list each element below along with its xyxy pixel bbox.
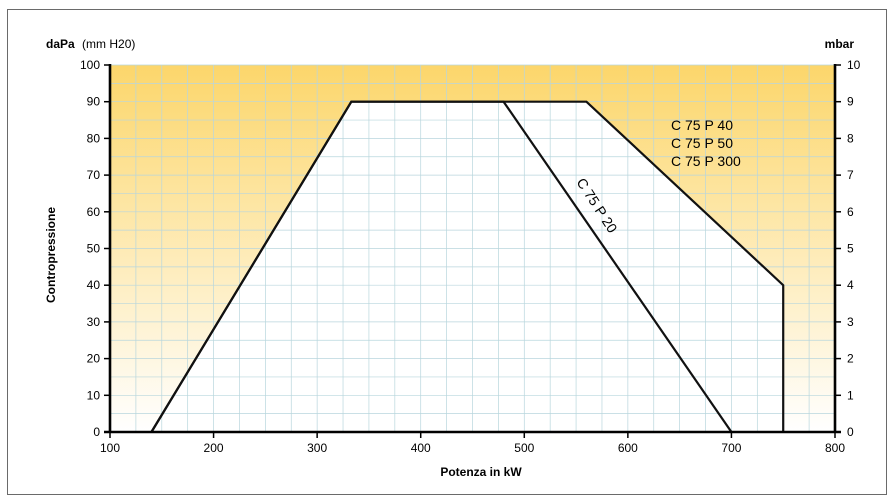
y-axis-title: Contropressione	[44, 207, 58, 303]
y-right-tick-label: 5	[847, 242, 854, 256]
y-right-tick-label: 9	[847, 95, 854, 109]
y-right-tick-label: 3	[847, 315, 854, 329]
series-label-c75p300: C 75 P 300	[671, 153, 741, 169]
left-unit-note: (mm H20)	[82, 37, 135, 51]
series-layer	[150, 100, 785, 433]
x-tick-label: 500	[514, 441, 534, 455]
y-right-tick-label: 6	[847, 205, 854, 219]
chart-frame: 0 10 20 30 40 50 60 70 80 90 100 0 1 2 3 4 5 6 7 8 9 10 100 200…	[7, 9, 887, 495]
y-right-tick-label: 1	[847, 388, 854, 402]
right-axis-unit: mbar	[825, 37, 855, 51]
x-tick-label: 600	[618, 441, 638, 455]
y-right-tick-label: 2	[847, 352, 854, 366]
y-right-tick-label: 0	[847, 425, 854, 439]
x-axis-title: Potenza in kW	[440, 465, 522, 479]
y-left-tick-label: 0	[93, 425, 100, 439]
y-right-tick-label: 8	[847, 131, 854, 145]
y-left-tick-label: 100	[80, 58, 100, 72]
y-left-tick-label: 50	[87, 242, 101, 256]
x-tick-label: 200	[204, 441, 224, 455]
series-label-c75p50: C 75 P 50	[671, 135, 733, 151]
y-left-tick-label: 90	[87, 95, 101, 109]
series-label-c75p40: C 75 P 40	[671, 117, 733, 133]
y-left-tick-label: 80	[87, 131, 101, 145]
left-unit-main: daPa	[46, 37, 75, 51]
x-tick-label: 100	[100, 441, 120, 455]
y-left-tick-label: 30	[87, 315, 101, 329]
x-tick-label: 800	[825, 441, 845, 455]
left-axis-unit: daPa (mm H20)	[46, 37, 135, 51]
y-right-tick-label: 10	[847, 58, 861, 72]
y-left-tick-label: 40	[87, 278, 101, 292]
y-left-tick-label: 70	[87, 168, 101, 182]
x-tick-label: 700	[721, 441, 741, 455]
x-tick-label: 300	[307, 441, 327, 455]
axes-layer	[104, 64, 841, 438]
y-left-tick-label: 60	[87, 205, 101, 219]
x-tick-label: 400	[411, 441, 431, 455]
y-left-tick-label: 20	[87, 352, 101, 366]
y-right-tick-label: 4	[847, 278, 854, 292]
series-line-2	[150, 100, 785, 433]
horizontal-gridlines	[110, 64, 835, 433]
y-left-tick-label: 10	[87, 388, 101, 402]
y-right-tick-label: 7	[847, 168, 854, 182]
